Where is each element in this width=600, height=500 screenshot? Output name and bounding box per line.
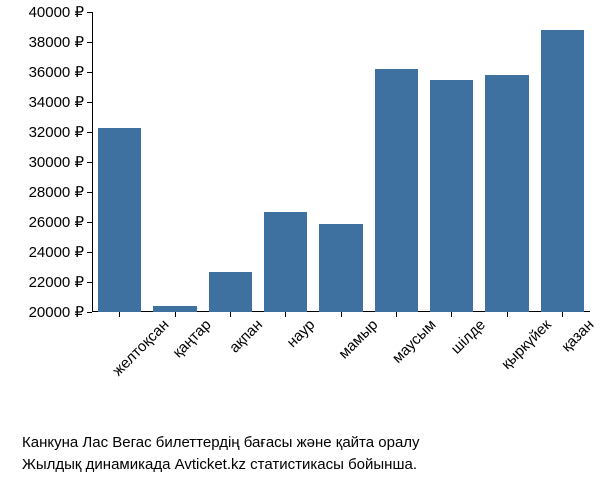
y-tick-label: 40000 ₽	[29, 3, 92, 21]
x-tick	[230, 312, 231, 317]
bar	[264, 212, 307, 313]
plot-area: 20000 ₽22000 ₽24000 ₽26000 ₽28000 ₽30000…	[92, 12, 590, 312]
x-tick-label: қазан	[554, 312, 597, 355]
y-tick-label: 32000 ₽	[29, 123, 92, 141]
bar	[375, 69, 418, 312]
y-tick-label: 38000 ₽	[29, 33, 92, 51]
bar	[430, 80, 473, 313]
x-tick	[285, 312, 286, 317]
x-tick-label: мамыр	[331, 312, 381, 362]
y-tick-label: 26000 ₽	[29, 213, 92, 231]
x-tick-label: наур	[279, 312, 318, 351]
bar	[485, 75, 528, 312]
x-tick-label: шілде	[443, 312, 488, 357]
x-tick-label: желтоқсан	[105, 312, 172, 379]
x-tick	[341, 312, 342, 317]
x-tick-label: қаңтар	[165, 312, 214, 361]
x-tick	[507, 312, 508, 317]
caption-line: Канкуна Лас Вегас билеттердің бағасы жән…	[22, 432, 420, 454]
bar	[209, 272, 252, 313]
y-tick-label: 30000 ₽	[29, 153, 92, 171]
x-tick-label: маусым	[385, 312, 440, 367]
x-tick-label: қыркүйек	[494, 312, 555, 373]
bar	[541, 30, 584, 312]
y-tick-label: 24000 ₽	[29, 243, 92, 261]
y-tick-label: 36000 ₽	[29, 63, 92, 81]
x-tick	[175, 312, 176, 317]
caption-line: Жылдық динамикада Avticket.kz статистика…	[22, 454, 420, 476]
x-tick	[562, 312, 563, 317]
chart-caption: Канкуна Лас Вегас билеттердің бағасы жән…	[22, 432, 420, 476]
bar	[153, 306, 196, 312]
y-axis-line	[92, 12, 93, 312]
y-tick-label: 34000 ₽	[29, 93, 92, 111]
bar	[319, 224, 362, 313]
x-tick	[451, 312, 452, 317]
x-tick-label: ақпан	[222, 312, 266, 356]
y-tick-label: 22000 ₽	[29, 273, 92, 291]
price-chart: 20000 ₽ 22000 ₽ 24000 ₽ 26000 ₽ 28000 ₽ 30000…	[0, 0, 600, 500]
x-tick	[119, 312, 120, 317]
bar	[98, 128, 141, 313]
y-tick-label: 28000 ₽	[29, 183, 92, 201]
x-tick	[396, 312, 397, 317]
y-tick-label: 20000 ₽	[29, 303, 92, 321]
